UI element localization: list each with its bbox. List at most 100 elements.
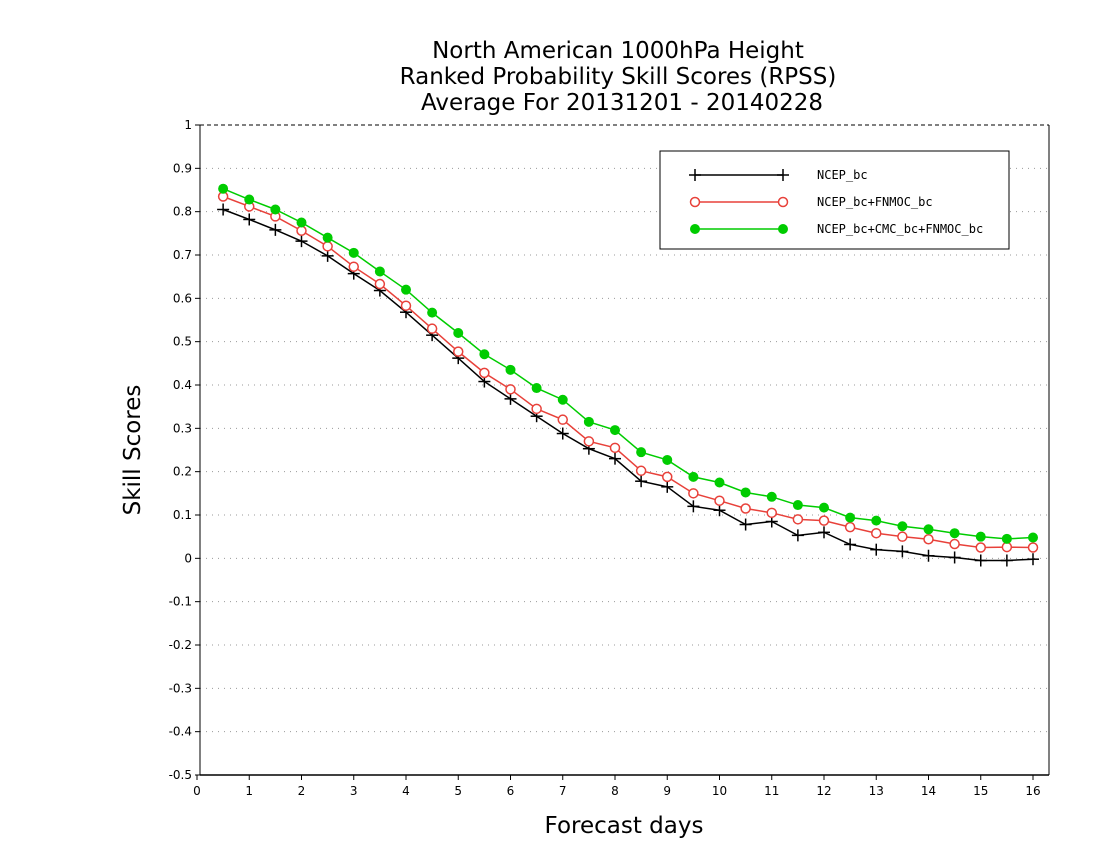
open-circle-marker <box>453 346 464 357</box>
x-axis-title: Forecast days <box>545 813 704 839</box>
plus-marker <box>609 452 621 465</box>
plus-marker <box>661 480 674 493</box>
plus-marker <box>922 549 935 562</box>
y-tick-label: 0.2 <box>173 465 192 479</box>
plus-marker <box>321 249 334 262</box>
filled-circle-marker <box>636 447 647 458</box>
plus-marker <box>974 554 987 567</box>
plus-marker <box>295 235 308 248</box>
filled-circle-marker <box>296 217 307 228</box>
y-tick-label: 0.8 <box>173 205 192 219</box>
filled-circle-marker <box>819 502 829 513</box>
chart-title: North American 1000hPa Height Ranked Pro… <box>400 38 837 116</box>
filled-circle-marker <box>845 512 856 523</box>
x-tick-label: 3 <box>350 784 358 798</box>
open-circle-marker <box>975 542 986 553</box>
series-0 <box>217 203 1039 567</box>
plus-marker <box>818 526 830 539</box>
x-tick-label: 8 <box>611 784 619 798</box>
filled-circle-marker <box>244 194 255 205</box>
filled-circle-marker <box>662 454 673 465</box>
x-tick-label: 5 <box>454 784 462 798</box>
open-circle-marker <box>949 538 960 550</box>
open-circle-marker <box>583 436 595 447</box>
plus-marker <box>870 543 883 556</box>
x-tick-label: 12 <box>816 784 831 798</box>
plus-marker <box>713 504 726 517</box>
open-circle-marker <box>348 261 359 272</box>
filled-circle-marker <box>374 266 385 277</box>
open-circle-marker <box>1001 541 1013 553</box>
x-tick-label: 13 <box>869 784 884 798</box>
open-circle-marker <box>689 196 701 208</box>
filled-circle-marker <box>557 394 568 405</box>
y-tick-label: 0.9 <box>173 161 192 175</box>
filled-circle-marker <box>610 425 620 436</box>
open-circle-marker <box>400 300 412 311</box>
filled-circle-marker <box>218 183 229 194</box>
x-tick-label: 7 <box>559 784 567 798</box>
x-tick-label: 11 <box>764 784 779 798</box>
y-tick-label: 0 <box>184 551 192 565</box>
legend-label: NCEP_bc+CMC_bc+FNMOC_bc <box>817 222 983 236</box>
filled-circle-marker <box>975 531 986 542</box>
filled-circle-marker <box>401 284 411 295</box>
y-tick-label: 1 <box>184 118 192 132</box>
open-circle-marker <box>844 521 856 533</box>
plus-marker <box>896 545 909 558</box>
filled-circle-marker <box>714 477 725 488</box>
plus-marker <box>689 169 701 181</box>
x-tick-label: 15 <box>973 784 988 798</box>
plus-marker <box>844 538 857 551</box>
plus-marker <box>791 529 804 542</box>
filled-circle-marker <box>531 383 542 394</box>
plus-marker <box>739 518 752 531</box>
y-axis-ticks: -0.5 -0.4 -0.3 -0.2 -0.1 0 0.1 0.2 0.3 0.4 0.5 0.6 0… <box>169 118 200 782</box>
filled-circle-marker <box>923 524 934 535</box>
x-tick-label: 2 <box>298 784 306 798</box>
filled-circle-marker <box>792 500 803 511</box>
filled-circle-marker <box>778 224 788 234</box>
filled-circle-marker <box>453 328 464 338</box>
chart-title-line-1: North American 1000hPa Height <box>432 38 804 64</box>
y-tick-label: 0.4 <box>173 378 192 392</box>
x-tick-label: 1 <box>245 784 253 798</box>
x-axis-ticks: 0 1 2 3 4 5 6 7 8 9 10 11 12 13 14 15 16 <box>193 775 1041 798</box>
open-circle-marker <box>426 323 438 334</box>
filled-circle-marker <box>740 487 751 498</box>
legend-box <box>659 150 1010 250</box>
filled-circle-marker <box>690 224 700 234</box>
plus-marker <box>777 169 789 181</box>
plus-marker <box>687 500 700 513</box>
plus-marker <box>269 223 282 236</box>
x-tick-label: 16 <box>1025 784 1040 798</box>
filled-circle-marker <box>583 416 594 427</box>
open-circle-marker <box>714 495 725 506</box>
y-tick-label: 0.1 <box>173 508 192 522</box>
open-circle-marker <box>777 196 789 208</box>
filled-circle-marker <box>270 204 281 215</box>
filled-circle-marker <box>766 491 777 502</box>
open-circle-marker <box>609 442 621 454</box>
x-tick-label: 4 <box>402 784 410 798</box>
chart-title-line-3: Average For 20131201 - 20140228 <box>421 90 823 116</box>
filled-circle-marker <box>897 521 908 532</box>
axes <box>199 124 1050 776</box>
open-circle-marker <box>766 507 777 519</box>
x-tick-label: 6 <box>507 784 515 798</box>
legend-label: NCEP_bc+FNMOC_bc <box>817 195 933 209</box>
series-2 <box>218 183 1038 544</box>
open-circle-marker <box>923 534 934 545</box>
open-circle-marker <box>1027 542 1039 553</box>
filled-circle-marker <box>1001 533 1012 544</box>
filled-circle-marker <box>949 528 960 539</box>
y-tick-label: -0.3 <box>169 681 192 695</box>
open-circle-marker <box>662 471 673 483</box>
plus-marker <box>1000 554 1013 567</box>
chart-title-line-2: Ranked Probability Skill Scores (RPSS) <box>400 64 837 90</box>
open-circle-marker <box>635 465 647 477</box>
plus-marker <box>1027 553 1039 566</box>
open-circle-marker <box>818 515 830 526</box>
filled-circle-marker <box>1028 532 1038 543</box>
